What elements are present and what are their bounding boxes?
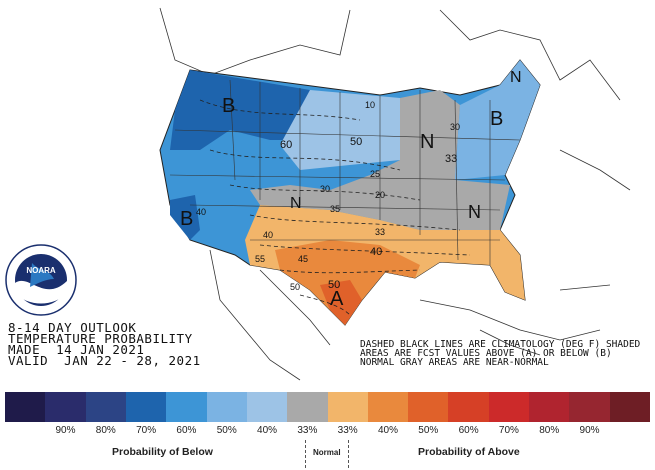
climo-55: 55 [255,254,265,264]
caption-normal: Normal [313,448,341,457]
legend-swatch [408,392,449,422]
legend-percent: 90% [55,425,76,436]
legend-percent: 50% [216,425,237,436]
climo-30: 30 [320,184,330,194]
color-legend [5,392,650,422]
legend-percent: 90% [579,425,600,436]
state-lines [169,79,521,265]
legend-swatch [85,392,126,422]
legend-swatch [529,392,570,422]
title-line-4: VALID JAN 22 - 28, 2021 [8,353,201,368]
climo-45: 45 [298,254,308,264]
caption-above: Probability of Above [418,446,520,458]
label-B-northwest: B [222,95,235,117]
label-B-northeast: B [490,108,503,130]
legend-percent: 80% [539,425,560,436]
legend-swatch [5,392,46,422]
legend-swatch [206,392,247,422]
legend-swatch [448,392,489,422]
legend-swatch [287,392,328,422]
legend-swatch [45,392,86,422]
label-N-greatlakes: N [420,131,434,153]
legend-swatch [569,392,610,422]
title-line-3: MADE 14 JAN 2021 [8,342,145,357]
climo-50-ca: 50 [290,282,300,292]
legend-swatch [125,392,167,422]
legend-percent: 60% [458,425,479,436]
climo-40-ca: 40 [196,207,206,217]
legend-note: DASHED BLACK LINES ARE CLIMATOLOGY (DEG … [360,339,641,368]
climo-20: 20 [375,190,385,200]
caption-below: Probability of Below [112,446,213,458]
climo-33: 33 [445,153,457,165]
legend-swatch [488,392,530,422]
region-above-60 [320,280,362,325]
legend-percent: 80% [95,425,116,436]
label-B-california: B [180,208,193,230]
climo-35: 35 [330,204,340,214]
label-N-southeast: N [468,202,481,222]
climo-33-mid: 33 [375,227,385,237]
label-A-texas: A [330,288,344,310]
legend-swatch [609,392,650,422]
title-line-1: 8-14 DAY OUTLOOK [8,320,137,335]
noaa-logo-text: NOARA [26,266,56,275]
climo-50-tx: 50 [328,279,340,291]
legend-percent: 70% [136,425,157,436]
normal-separator-left [305,440,306,468]
climo-25: 25 [370,169,380,179]
label-N-central: N [290,195,302,212]
legend-swatch [166,392,207,422]
legend-percent [610,425,650,439]
region-below-ca [170,195,200,240]
legend-swatch [246,392,288,422]
normal-separator-right [348,440,349,468]
label-N-northeast: N [510,69,522,86]
climo-50: 50 [350,136,362,148]
climo-10: 10 [365,100,375,110]
legend-percent: 60% [176,425,197,436]
title-block: 8-14 DAY OUTLOOK TEMPERATURE PROBABILITY M… [8,320,201,368]
climatology-lines [199,99,471,316]
region-below-ne [455,60,540,180]
title-line-2: TEMPERATURE PROBABILITY [8,331,193,346]
legend-percent: 33% [297,425,318,436]
region-near-normal [250,90,510,230]
legend-percent [5,425,45,439]
outlook-map: B B B N N N N A 60 50 40 35 33 30 25 20 … [159,7,631,381]
legend-percent: 40% [257,425,278,436]
climo-60: 60 [280,139,292,151]
climo-30-ne: 30 [450,122,460,132]
legend-percent: 33% [337,425,358,436]
legend-percent: 70% [498,425,519,436]
border-lines [159,7,631,381]
climo-40: 40 [263,230,273,240]
legend-swatch [327,392,368,422]
climo-40-mid: 40 [370,246,382,258]
legend-percent: 40% [377,425,398,436]
legend-percent-labels: 90% 80% 70% 60% 50% 40% 33% 33% 40% 50% 60% 70% 80% 9… [5,425,650,439]
region-below-60 [170,70,310,150]
legend-swatch [367,392,409,422]
noaa-logo: NOARA [5,244,77,316]
legend-percent: 50% [418,425,439,436]
